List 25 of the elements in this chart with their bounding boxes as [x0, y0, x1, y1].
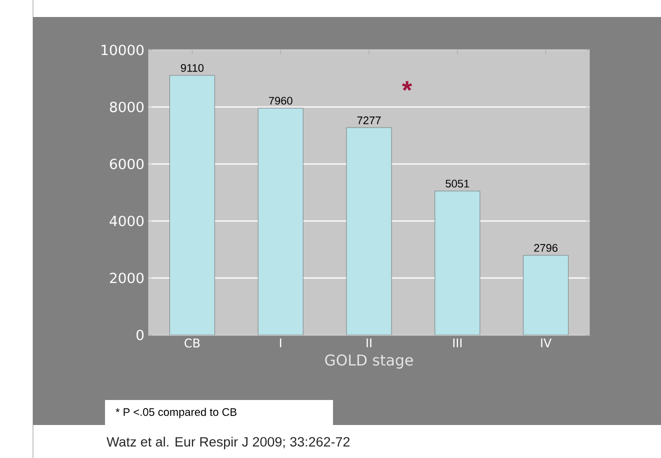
y-tick-label: 0	[136, 330, 144, 340]
data-label: 9110	[180, 64, 204, 72]
x-tick-label: IV	[541, 338, 552, 348]
text: Watz et al. Eur Respir J 2009; 33:262-72	[106, 436, 350, 450]
x-tick-label: I	[280, 338, 282, 348]
y-tick-label: 10000	[102, 44, 144, 56]
bar	[170, 75, 215, 335]
bar	[523, 255, 569, 335]
data-label: 5051	[446, 180, 470, 188]
x-tick-label: CB	[184, 338, 200, 348]
bar	[434, 190, 480, 335]
x-tick-label: III	[453, 338, 462, 348]
x-axis-title: GOLD stage	[325, 354, 413, 369]
annotation: *	[402, 81, 412, 91]
data-label: 7960	[268, 96, 292, 105]
y-tick-label: 8000	[110, 102, 144, 112]
y-tick-label: 2000	[110, 272, 144, 284]
data-label: 7277	[357, 116, 381, 124]
data-label: 2796	[534, 244, 558, 252]
bar	[346, 127, 392, 335]
bar	[258, 108, 304, 335]
text: * P <.05 compared to CB	[116, 408, 236, 418]
y-tick-label: 6000	[110, 158, 144, 170]
y-tick-label: 4000	[110, 216, 144, 226]
x-tick-label: II	[366, 338, 372, 348]
